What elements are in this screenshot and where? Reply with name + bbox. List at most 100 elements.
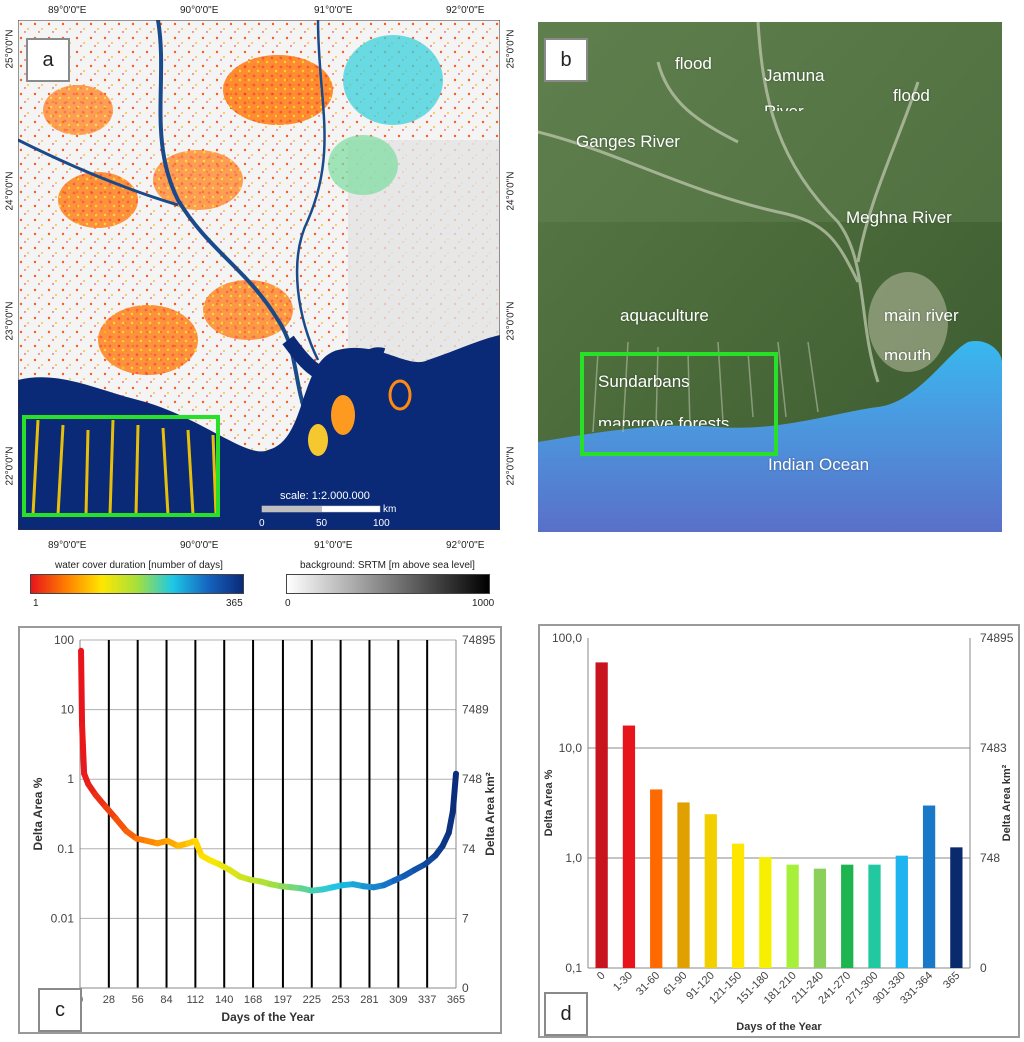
chart-d-bar [950,847,963,968]
chart-c-x-tick: 281 [360,994,378,1006]
lat-label-left-3: 23°0'0"N [4,301,16,341]
chart-d-y-tick: 1,0 [565,851,582,865]
chart-c-y2-tick: 7 [462,911,469,925]
label-mangrove: mangrove forests [598,414,729,426]
legend-srtm-max: 1000 [472,598,495,609]
legend-srtm-bar [286,574,490,594]
chart-d-y-tick: 0,1 [565,961,582,975]
chart-c-x-tick: 84 [160,994,172,1006]
chart-d-y-tick: 100,0 [552,631,582,645]
chart-d-bar [677,802,690,968]
chart-c-x-tick: 140 [215,994,233,1006]
chart-d-y2-tick: 748 [980,851,1000,865]
chart-d-bar [786,864,799,968]
chart-d-y2-tick: 7483 [980,741,1007,755]
label-river-cut-text: River [764,102,804,111]
chart-c-y-tick: 0.1 [57,842,74,856]
chart-d-x-tick: 0 [595,970,608,983]
map-b-panel: b flood Jamuna River flood Ganges River … [538,22,1002,532]
chart-c-x-tick: 337 [418,994,436,1006]
lat-label-left-1: 25°0'0"N [4,29,16,69]
lon-label-bottom-1: 89°0'0"E [48,540,87,551]
lon-label-bottom-2: 90°0'0"E [180,540,219,551]
chart-d-x-tick: 1-30 [611,970,635,994]
label-ganges: Ganges River [576,132,680,151]
label-main-river: main river [884,306,959,325]
lon-label-bottom-3: 91°0'0"E [314,540,353,551]
chart-d-bar [704,814,717,968]
lat-label-left-2: 24°0'0"N [4,171,16,211]
panel-letter-a: a [26,38,70,82]
chart-c-panel: 1001010.10.01748957489748747002856841121… [18,626,502,1034]
scale-text: scale: 1:2.000.000 [280,490,370,502]
chart-d-bar [868,864,881,968]
lon-label-top-2: 90°0'0"E [180,5,219,16]
scale-tick-0: 0 [259,518,265,529]
chart-d-bar [622,725,636,968]
legend-water-bar [30,574,244,594]
chart-d-bar [595,662,608,968]
chart-c-line-segment [449,770,459,814]
chart-c-y-tick: 10 [61,703,75,717]
lat-label-right-1: 25°0'0"N [505,29,517,69]
chart-d-x-tick: 365 [941,970,962,991]
chart-d-bar [841,864,854,968]
chart-d-panel: 100,0 74895 10,0 7483 1,0 748 0,1 0 0 1-30 31-60 61… [538,624,1020,1038]
chart-c-x-tick: 56 [132,994,144,1006]
chart-c-x-tick: 253 [331,994,349,1006]
chart-c-line-segment [78,647,86,729]
chart-c-y2label: Delta Area km² [483,772,497,856]
chart-c-ylabel: Delta Area % [31,777,45,850]
panel-letter-d: d [544,992,588,1036]
chart-c-y2-tick: 748 [462,772,482,786]
legend-water-title: water cover duration [number of days] [55,560,223,571]
chart-c-x-tick: 112 [187,994,205,1006]
legend-srtm-min: 0 [285,598,291,609]
lon-label-top-1: 89°0'0"E [48,5,87,16]
chart-d-bar [813,868,827,968]
chart-d-y2-tick: 0 [980,961,987,975]
chart-d-bar [650,789,663,968]
chart-d-x-tick: 31-60 [634,970,662,998]
chart-c-y2-tick: 74895 [462,633,496,647]
panel-letter-b: b [544,38,588,82]
lon-label-top-4: 92°0'0"E [446,5,485,16]
chart-d-ylabel: Delta Area % [543,769,555,836]
legend-srtm-title: background: SRTM [m above sea level] [300,560,475,571]
sundarbans-box-a [22,415,220,517]
chart-d-y-tick: 10,0 [559,741,583,755]
chart-c-x-tick: 28 [103,994,115,1006]
label-mangrove-text: mangrove forests [598,414,730,426]
chart-d-bar [922,805,936,968]
lon-label-top-3: 91°0'0"E [314,5,353,16]
chart-c-line-segment [445,807,456,836]
chart-c-x-tick: 309 [389,994,407,1006]
chart-c-x-tick: 168 [244,994,262,1006]
chart-c-line-segment [79,722,88,777]
chart-d-xlabel: Days of the Year [736,1021,822,1033]
chart-d-bar [895,855,908,968]
label-sundarbans: Sundarbans [598,372,690,391]
lat-label-right-4: 22°0'0"N [505,446,517,486]
scale-tick-50: 50 [316,518,328,529]
label-aquaculture: aquaculture [620,306,709,325]
chart-d-y2-tick: 74895 [980,631,1014,645]
chart-c-y2-tick: 0 [462,981,469,995]
legend-water-max: 365 [226,598,243,609]
label-jamuna: Jamuna [764,66,825,85]
label-river-cut: River [764,102,804,111]
scale-tick-100: 100 [373,518,390,529]
label-meghna: Meghna River [846,208,952,227]
lat-label-right-3: 23°0'0"N [505,301,517,341]
label-flood-right: flood [893,86,930,105]
chart-c-y2-tick: 7489 [462,703,489,717]
legend-water-min: 1 [33,598,39,609]
chart-c-xlabel: Days of the Year [221,1010,314,1024]
chart-c-y-tick: 1 [67,772,74,786]
lat-label-left-4: 22°0'0"N [4,446,16,486]
chart-c-y-tick: 100 [54,633,74,647]
chart-d-bar [731,843,745,968]
chart-c-y2-tick: 74 [462,842,476,856]
panel-letter-c: c [38,988,82,1032]
